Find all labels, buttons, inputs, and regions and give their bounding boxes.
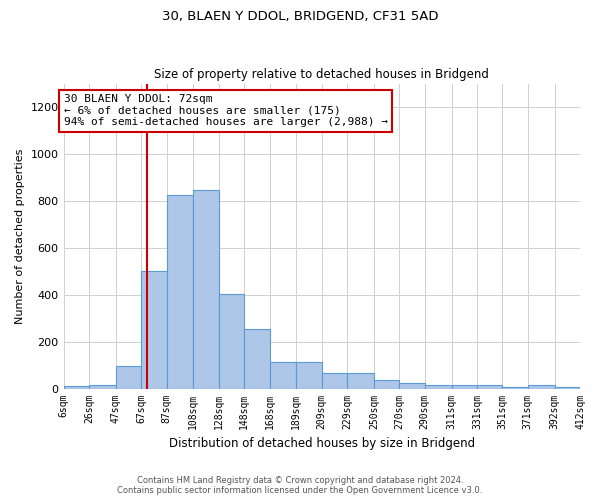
Bar (477, 385, 502, 388)
Bar (322, 374, 347, 388)
Bar (244, 328, 269, 388)
Bar (219, 294, 244, 388)
Title: Size of property relative to detached houses in Bridgend: Size of property relative to detached ho… (154, 68, 489, 81)
Text: 30 BLAEN Y DDOL: 72sqm
← 6% of detached houses are smaller (175)
94% of semi-det: 30 BLAEN Y DDOL: 72sqm ← 6% of detached … (64, 94, 388, 128)
Bar (269, 362, 296, 388)
Bar (193, 190, 219, 388)
Bar (141, 271, 167, 388)
Bar (452, 385, 477, 388)
Y-axis label: Number of detached properties: Number of detached properties (15, 148, 25, 324)
X-axis label: Distribution of detached houses by size in Bridgend: Distribution of detached houses by size … (169, 437, 475, 450)
Bar (89, 385, 116, 388)
Text: 30, BLAEN Y DDOL, BRIDGEND, CF31 5AD: 30, BLAEN Y DDOL, BRIDGEND, CF31 5AD (162, 10, 438, 23)
Bar (64, 386, 89, 388)
Bar (374, 380, 400, 388)
Bar (425, 385, 452, 388)
Bar (347, 374, 374, 388)
Bar (528, 385, 554, 388)
Bar (400, 382, 425, 388)
Text: Contains HM Land Registry data © Crown copyright and database right 2024.
Contai: Contains HM Land Registry data © Crown c… (118, 476, 482, 495)
Bar (296, 362, 322, 388)
Bar (167, 195, 193, 388)
Bar (116, 366, 141, 388)
